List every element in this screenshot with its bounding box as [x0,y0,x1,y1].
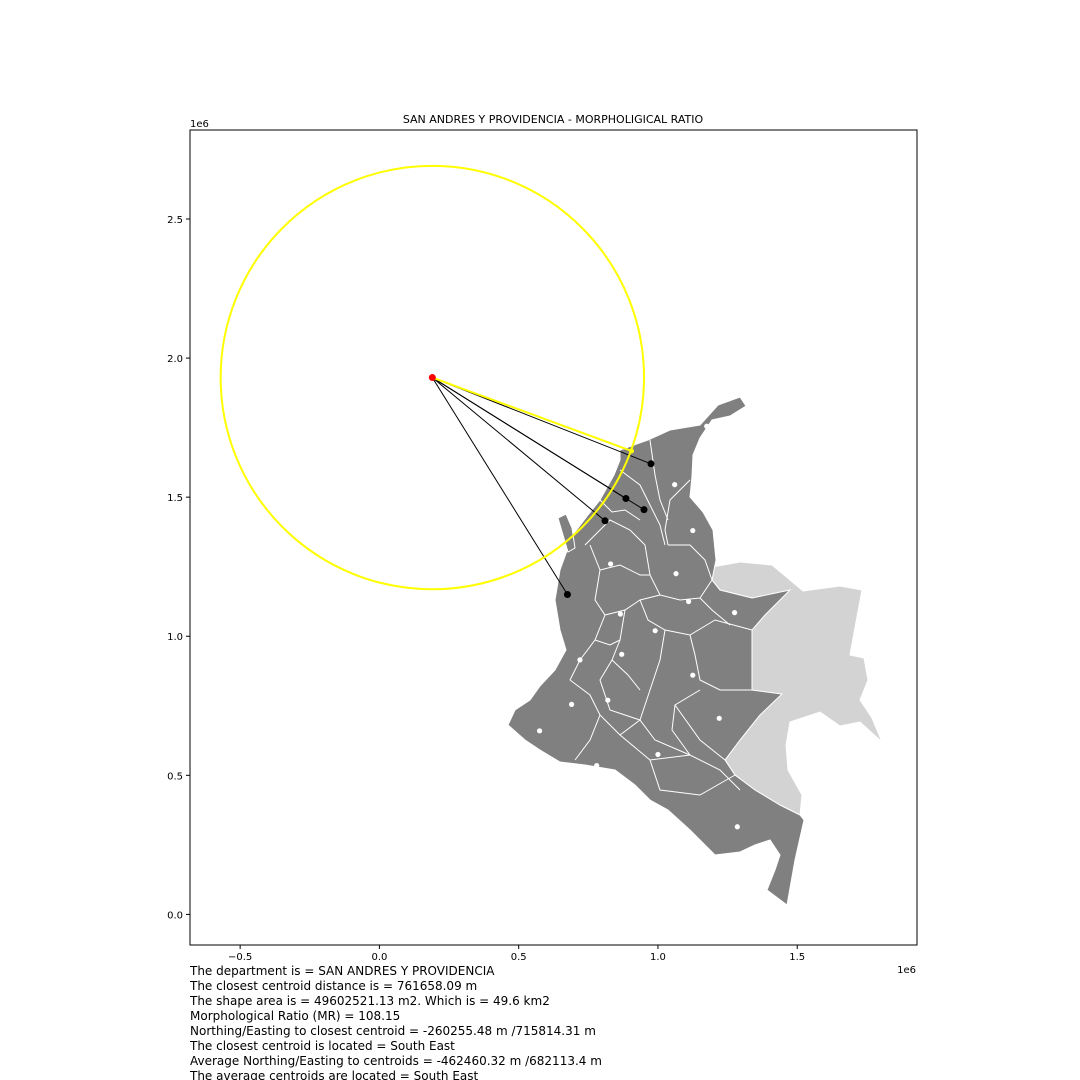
y-tick-label: 0.0 [167,910,183,921]
plot-frame [189,129,918,946]
x-tick-label: −0.5 [228,952,252,963]
chart-title: SAN ANDRES Y PROVIDENCIA - MORPHOLIGICAL… [403,113,704,126]
department-centroid-point [731,610,738,616]
department-centroid-point [569,701,575,707]
department-centroid-point [704,423,710,429]
info-line: The closest centroid is located = South … [190,1039,455,1053]
department-centroid-point [619,651,625,657]
department-centroid-point [652,628,658,634]
y-tick-label: 1.0 [167,632,183,643]
target-centroid-point [622,495,630,503]
info-line: The shape area is = 49602521.13 m2. Whic… [190,994,550,1008]
department-centroid-point [734,824,740,830]
coastal-islet [557,513,576,553]
department-centroid-point [690,527,696,534]
info-line: Average Northing/Easting to centroids = … [190,1054,602,1068]
y-offset-label: 1e6 [190,119,209,130]
department-centroid-point [605,697,611,703]
target-centroid-point [601,517,609,525]
distance-circle-layer [219,164,646,591]
y-tick-label: 2.0 [167,354,183,365]
department-borders [569,439,753,796]
closest-centroid-point [628,448,634,454]
department-centroid-point [690,672,696,678]
department-centroid-point [536,728,543,734]
target-centroid-point [563,591,571,599]
info-panel: The department is = SAN ANDRES Y PROVIDE… [190,964,602,1080]
department-centroid-point [716,715,722,721]
department-centroid-point [617,611,623,617]
info-line: Northing/Easting to closest centroid = -… [190,1024,596,1038]
department-centroid-point [608,561,614,567]
closest-centroid-line [431,376,632,452]
map-layer [507,396,883,906]
highlight-points [428,374,655,599]
closest-distance-circle [219,164,646,591]
origin-department-point [428,374,436,382]
department-centroid-point [577,657,583,663]
connection-line [432,377,606,522]
y-tick-label: 2.5 [167,215,183,226]
x-tick-label: 0.5 [511,952,527,963]
info-line: The department is = SAN ANDRES Y PROVIDE… [190,964,495,978]
info-line: The average centroids are located = Sout… [190,1069,479,1080]
target-centroid-point [640,506,648,514]
department-centroid-point [655,751,661,758]
axes: −0.5 0.0 0.5 1.0 1.5 0.0 0.5 1.0 1.5 2.0 2.5 [167,215,805,963]
info-line: Morphological Ratio (MR) = 108.15 [190,1009,401,1023]
connection-line [432,377,645,511]
x-offset-label: 1e6 [897,965,916,976]
x-tick-label: 1.0 [650,952,666,963]
department-centroid-point [672,482,678,488]
department-centroid-point [673,571,679,577]
department-centroid-point [594,762,600,769]
department-centroid-point [685,598,692,605]
y-tick-label: 1.5 [167,493,183,504]
info-line: The closest centroid distance is = 76165… [190,979,478,993]
target-centroid-point [647,460,655,468]
x-tick-label: 1.5 [789,952,805,963]
y-tick-label: 0.5 [167,771,183,782]
connection-line [431,377,568,595]
department-centroids [536,423,740,830]
centroid-connection-lines [431,376,652,595]
x-tick-label: 0.0 [371,952,387,963]
